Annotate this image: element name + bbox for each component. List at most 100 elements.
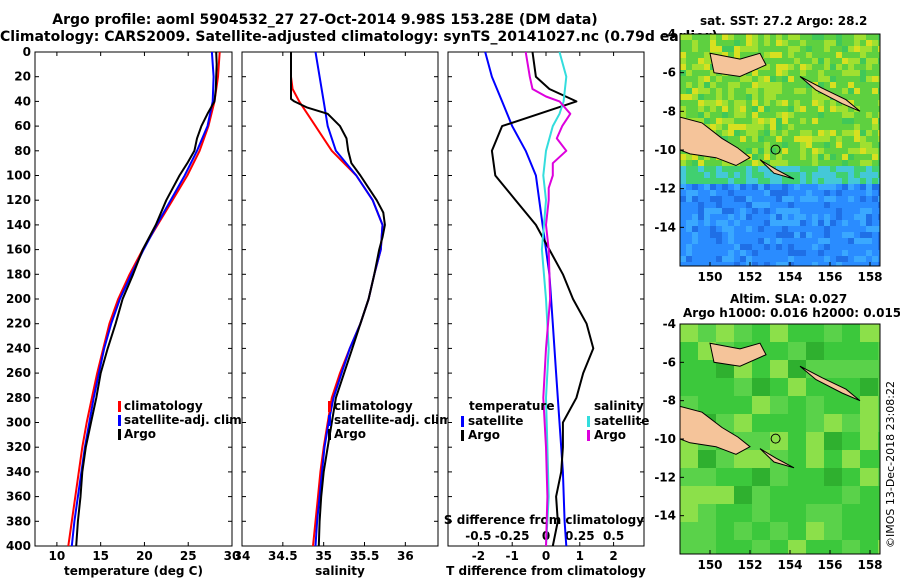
sst-map-argo-marker bbox=[770, 144, 781, 155]
sla-map-ytick-label: -8 bbox=[663, 394, 676, 408]
sla-map-xtick-label: 152 bbox=[737, 558, 762, 572]
panel-temperature-series-argo bbox=[75, 51, 218, 547]
depth-tick-label: 260 bbox=[6, 366, 31, 380]
imos-timestamp: ©IMOS 13-Dec-2018 23:08:22 bbox=[884, 381, 897, 548]
sst-map-ytick-label: -12 bbox=[654, 182, 676, 196]
sla-map-ytick-label: -14 bbox=[654, 509, 676, 523]
sst-map-land-louisiades bbox=[759, 159, 795, 180]
depth-tick-label: 320 bbox=[6, 440, 31, 454]
sla-map-xtick-label: 154 bbox=[777, 558, 802, 572]
sla-map-ytick-label: -12 bbox=[654, 470, 676, 484]
sla-map-xtick-label: 158 bbox=[857, 558, 882, 572]
sst-map-ytick-label: -10 bbox=[654, 143, 676, 157]
depth-tick-label: 140 bbox=[6, 218, 31, 232]
legend-swatch bbox=[328, 401, 331, 412]
legend-swatch bbox=[328, 429, 331, 440]
sla-map-argo-marker bbox=[770, 433, 781, 444]
title-line-1: Argo profile: aoml 5904532_27 27-Oct-201… bbox=[52, 12, 598, 28]
panel-salinity-xtick-label: 35.5 bbox=[350, 549, 380, 563]
sst-map-xtick-label: 150 bbox=[697, 270, 722, 284]
legend-label: Argo bbox=[124, 427, 156, 441]
depth-tick-label: 300 bbox=[6, 416, 31, 430]
sst-map-xtick-label: 156 bbox=[817, 270, 842, 284]
panel-temperature-xlabel: temperature (deg C) bbox=[64, 564, 203, 578]
depth-tick-label: 220 bbox=[6, 317, 31, 331]
depth-tick-label: 180 bbox=[6, 267, 31, 281]
depth-tick-label: 160 bbox=[6, 243, 31, 257]
panel-differences-x2label: S difference from climatology bbox=[444, 513, 644, 527]
panel-differences-xtick-label: 0 bbox=[542, 549, 550, 563]
sla-map-ytick-label: -10 bbox=[654, 432, 676, 446]
panel-differences-xtick-label: -2 bbox=[472, 549, 485, 563]
sst-map-land-new-britain bbox=[709, 52, 767, 78]
legend-swatch bbox=[118, 429, 121, 440]
sla-map-ytick-label: -6 bbox=[663, 355, 676, 369]
legend-swatch bbox=[118, 415, 121, 426]
panel-differences-x2tick-label: 0.5 bbox=[603, 529, 624, 543]
sst-map-ytick-label: -14 bbox=[654, 220, 676, 234]
sst-map-ytick-label: -8 bbox=[663, 104, 676, 118]
legend-swatch bbox=[328, 415, 331, 426]
legend-swatch bbox=[587, 430, 590, 441]
depth-tick-label: 80 bbox=[14, 144, 31, 158]
depth-tick-label: 240 bbox=[6, 341, 31, 355]
panel-differences-xtick-label: 2 bbox=[609, 549, 617, 563]
sst-map-xtick-label: 158 bbox=[857, 270, 882, 284]
legend-label: climatology bbox=[334, 399, 413, 413]
sla-map-field bbox=[680, 324, 880, 554]
legend-title-salinity: salinity bbox=[594, 399, 644, 413]
panel-differences-series-temperature-argo bbox=[490, 51, 595, 547]
depth-tick-label: 100 bbox=[6, 169, 31, 183]
sla-map-land-solomons bbox=[799, 365, 861, 402]
sla-map-land-new-britain bbox=[709, 342, 767, 367]
panel-temperature-series-climatology bbox=[67, 51, 221, 547]
sla-map-title-1: Altim. SLA: 0.027 bbox=[730, 292, 848, 306]
legend-title-temperature: temperature bbox=[469, 399, 554, 413]
depth-tick-label: 60 bbox=[14, 119, 31, 133]
sla-map-ytick-label: -4 bbox=[663, 317, 676, 331]
sst-map-ytick-label: -4 bbox=[663, 27, 676, 41]
sla-map-land-louisiades bbox=[759, 448, 795, 469]
depth-tick-label: 20 bbox=[14, 70, 31, 84]
panel-salinity-xtick-label: 34.5 bbox=[268, 549, 298, 563]
sst-map bbox=[679, 33, 881, 267]
depth-tick-label: 380 bbox=[6, 514, 31, 528]
panel-temperature-xtick-label: 30 bbox=[224, 549, 241, 563]
panel-differences-xtick-label: 1 bbox=[576, 549, 584, 563]
panel-temperature-xtick-label: 20 bbox=[136, 549, 153, 563]
depth-tick-label: 120 bbox=[6, 193, 31, 207]
legend-label: satellite bbox=[468, 414, 523, 428]
legend-label: Argo bbox=[468, 428, 500, 442]
legend-swatch bbox=[461, 416, 464, 427]
sst-map-land-new-guinea bbox=[680, 116, 751, 167]
panel-differences-x2tick-label: 0.25 bbox=[565, 529, 595, 543]
sla-map-xtick-label: 150 bbox=[697, 558, 722, 572]
legend-label: Argo bbox=[594, 428, 626, 442]
legend-swatch bbox=[587, 416, 590, 427]
panel-differences-series-salinity-argo bbox=[524, 51, 572, 547]
sst-map-title: sat. SST: 27.2 Argo: 28.2 bbox=[700, 14, 868, 28]
sst-map-xtick-label: 154 bbox=[777, 270, 802, 284]
title-line-2: Climatology: CARS2009. Satellite-adjuste… bbox=[0, 29, 718, 45]
depth-tick-label: 40 bbox=[14, 94, 31, 108]
panel-temperature-xtick-label: 25 bbox=[180, 549, 197, 563]
panel-salinity-frame bbox=[241, 51, 439, 547]
panel-differences-xlabel: T difference from climatology bbox=[446, 564, 646, 578]
legend-label: satellite bbox=[594, 414, 649, 428]
depth-tick-label: 400 bbox=[6, 539, 31, 553]
sla-map-title-2: Argo h1000: 0.016 h2000: 0.015 bbox=[683, 306, 900, 320]
panel-salinity-xtick-label: 35 bbox=[315, 549, 332, 563]
legend-swatch bbox=[118, 401, 121, 412]
panel-differences-x2tick-label: -0.5 bbox=[465, 529, 491, 543]
panel-differences-xtick-label: -1 bbox=[506, 549, 519, 563]
depth-tick-label: 340 bbox=[6, 465, 31, 479]
legend-swatch bbox=[461, 430, 464, 441]
legend-label: climatology bbox=[124, 399, 203, 413]
depth-tick-label: 200 bbox=[6, 292, 31, 306]
sst-map-land-solomons bbox=[799, 76, 861, 112]
depth-tick-label: 280 bbox=[6, 391, 31, 405]
panel-salinity-xtick-label: 34 bbox=[234, 549, 251, 563]
legend-label: satellite-adj. clim. bbox=[124, 413, 246, 427]
sla-map-xtick-label: 156 bbox=[817, 558, 842, 572]
